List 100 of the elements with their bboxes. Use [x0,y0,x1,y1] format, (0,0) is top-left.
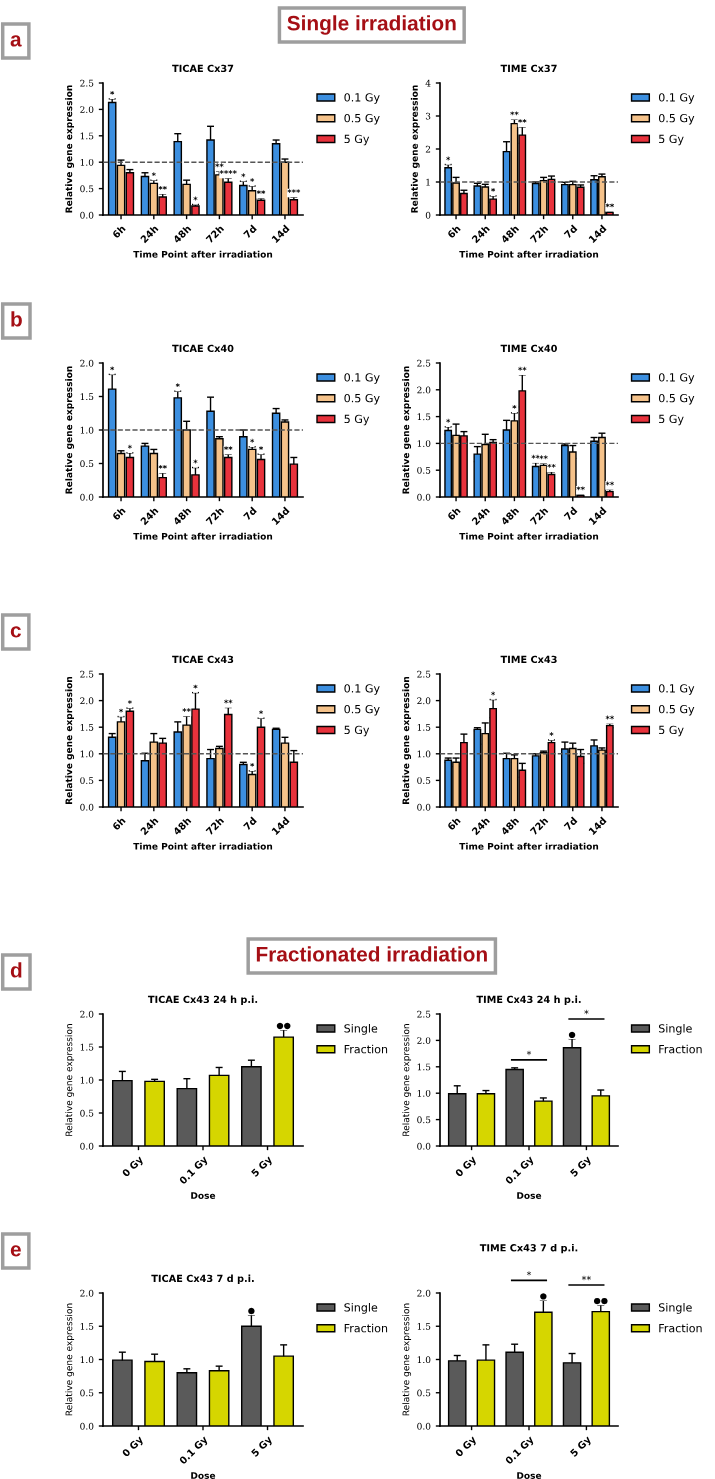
data-label: * [193,459,198,464]
y-tick-label: 1.0 [80,1076,94,1084]
data-label: ** [158,185,167,190]
legend-label: Fraction [659,1323,702,1333]
y-tick-label: 1.0 [417,1356,431,1364]
y-tick-label: 0.0 [80,211,94,219]
legend-label: 5 Gy [344,134,370,146]
legend-label: 0.1 Gy [344,93,380,104]
y-tick-label: 2.5 [417,359,431,367]
y-tick-label: 1.5 [80,393,94,401]
legend-label: 0.5 Gy [658,704,695,716]
chart-title: TICAE Cx40 [172,344,234,353]
data-label: **** [219,170,237,174]
y-tick-label: 1.5 [417,1322,431,1330]
y-tick-label: 1.0 [80,750,94,758]
data-label: * [193,196,198,201]
x-tick-label: 7d [563,224,578,239]
x-axis-title: Dose [191,1472,216,1479]
legend-label: 0.5 Gy [344,704,380,716]
x-tick-label: 6h [111,224,126,239]
data-label: ** [605,715,615,720]
legend-label: 5 Gy [659,725,684,737]
data-label: * [512,404,517,409]
legend-label: Fraction [344,1323,388,1333]
y-tick-label: 2.0 [417,697,431,705]
x-tick-label: 6h [446,816,461,831]
data-label: ** [576,486,585,491]
y-tick-label: 0.5 [80,1109,94,1117]
y-tick-label: 0.0 [417,1142,431,1150]
x-tick-label: 7d [242,224,257,239]
data-label: * [193,684,198,689]
y-tick-label: 2.0 [80,106,94,113]
y-tick-label: 0.5 [417,777,431,784]
y-axis-title: Relative gene expression [65,1024,75,1136]
legend-label: 5 Gy [344,414,370,426]
y-axis-title: Relative gene expression [402,366,412,494]
data-label: ** [605,203,615,208]
y-tick-label: 0.0 [80,803,94,811]
x-tick-label: 0 Gy [121,1155,146,1179]
data-label: ** [215,163,224,168]
data-label: ** [256,190,266,195]
text: ** [581,1275,591,1281]
legend-label: Fraction [659,1044,702,1054]
x-axis-title: Time Point after irradiation [133,250,273,258]
chart-title: TICAE Cx43 7 d p.i. [151,1274,254,1284]
y-tick-label: 1.5 [417,413,431,421]
data-label: * [151,172,156,177]
x-tick-label: 0.1 Gy [178,1155,210,1187]
y-tick-label: 1.0 [80,158,94,166]
data-label: * [446,418,451,423]
data-label: * [110,366,115,371]
legend-label: 0.1 Gy [344,684,380,695]
y-tick-label: 1.0 [417,750,431,758]
y-tick-label: 1.0 [80,426,94,434]
text: Single irradiation [287,15,456,35]
y-tick-label: 2.5 [80,670,94,678]
annotation: * [526,1050,532,1056]
text: a [10,35,22,47]
chart-title: TICAE Cx43 [172,655,234,664]
chart-title: TIME Cx43 [500,655,557,664]
x-tick-label: 0.1 Gy [504,1155,536,1187]
data-label: ●● [276,1022,291,1030]
y-tick-label: 1.5 [80,132,94,140]
y-tick-label: 1 [426,178,430,186]
y-axis-title: Relative gene expression [402,1303,412,1416]
x-axis-title: Dose [517,1472,542,1479]
legend-label: 0.1 Gy [658,684,695,695]
x-tick-label: 5 Gy [569,1435,593,1459]
y-tick-label: 0.5 [80,185,94,193]
data-label: ● [568,1031,576,1039]
y-tick-label: 0.0 [80,1422,94,1430]
legend-label: 0.5 Gy [344,393,380,405]
x-tick-label: 0 Gy [121,1435,146,1459]
y-axis-title: Relative gene expression [402,1024,412,1136]
chart-title: TIME Cx40 [500,344,557,353]
y-tick-label: 1.5 [80,723,94,731]
y-tick-label: 2.5 [417,670,431,678]
legend-label: Single [344,1024,378,1035]
y-axis-title: Relative gene expression [402,676,412,804]
x-axis-title: Time Point after irradiation [459,250,599,258]
data-label: * [491,691,496,696]
chart-title: TICAE Cx43 24 h p.i. [147,995,258,1005]
data-label: * [127,444,132,449]
y-tick-label: 0 [425,211,431,219]
data-label: * [259,710,264,715]
x-tick-label: 7d [242,506,257,521]
x-tick-label: 6h [111,506,126,521]
data-label: ** [224,699,233,704]
text: e [10,1245,21,1257]
data-label: * [250,438,255,443]
legend-label: 0.5 Gy [658,113,695,125]
data-label: * [127,700,132,704]
data-label: * [119,708,124,713]
y-tick-label: 0.5 [417,1116,431,1124]
x-axis-title: Dose [517,1192,542,1199]
y-tick-label: 0.0 [80,493,94,501]
legend-label: 5 Gy [659,414,684,426]
y-tick-label: 2 [425,145,431,153]
y-tick-label: 0.0 [80,1142,94,1150]
y-tick-label: 1.0 [417,440,431,447]
